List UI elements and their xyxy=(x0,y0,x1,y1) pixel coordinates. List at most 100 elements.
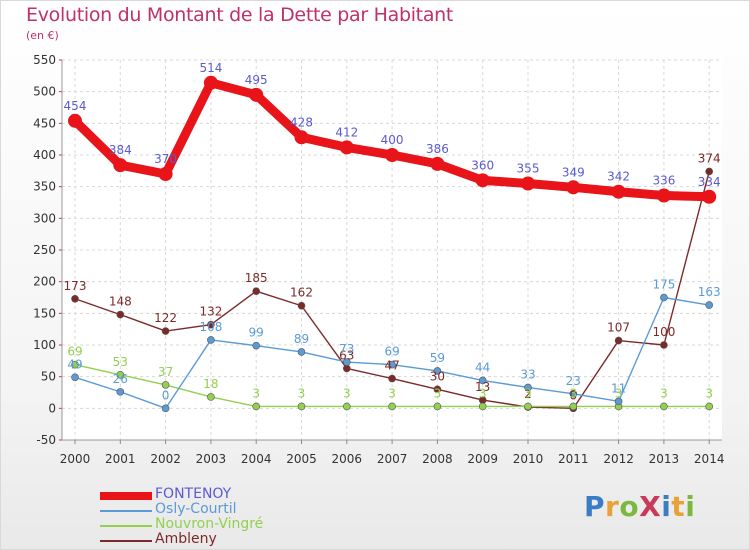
data-point xyxy=(297,402,306,411)
y-tick-label: 0 xyxy=(48,401,56,415)
data-point xyxy=(433,402,442,411)
data-point xyxy=(524,402,532,411)
y-tick-label: 250 xyxy=(33,243,56,257)
data-point xyxy=(207,320,215,329)
data-label: 3 xyxy=(660,386,668,400)
data-point xyxy=(252,341,261,350)
y-tick-label: 300 xyxy=(33,211,56,225)
data-point xyxy=(433,367,442,375)
data-label: 148 xyxy=(109,295,132,309)
data-label: 69 xyxy=(384,345,399,359)
data-label: 59 xyxy=(430,351,445,365)
data-label: 514 xyxy=(199,61,222,75)
legend-swatch xyxy=(100,540,152,542)
data-label: 349 xyxy=(562,165,585,179)
legend-label: Nouvron-Vingré xyxy=(155,516,264,532)
data-label: 3 xyxy=(615,386,623,400)
series-lines xyxy=(68,75,717,413)
data-label: 163 xyxy=(698,285,721,299)
data-point xyxy=(161,381,170,389)
data-point xyxy=(705,167,714,176)
data-label: 495 xyxy=(245,73,268,87)
logo-letter: P xyxy=(584,490,606,523)
data-point xyxy=(68,113,82,128)
y-tick-label: 50 xyxy=(41,370,56,384)
data-label: 412 xyxy=(335,125,358,139)
data-label: 100 xyxy=(652,325,675,339)
data-label: 69 xyxy=(67,345,82,359)
data-label: 108 xyxy=(199,320,222,334)
data-label: 44 xyxy=(475,360,490,374)
data-point xyxy=(71,360,79,369)
data-point xyxy=(116,370,125,379)
data-point xyxy=(705,301,714,309)
y-tick-label: 400 xyxy=(33,148,56,162)
x-tick-label: 2014 xyxy=(694,452,725,466)
data-point xyxy=(207,393,215,401)
legend-label: FONTENOY xyxy=(155,486,232,502)
chart-subtitle: (en €) xyxy=(26,29,59,42)
data-point xyxy=(297,348,306,356)
axes: -500501001502002503003504004505005502000… xyxy=(33,53,724,466)
x-tick-label: 2004 xyxy=(241,452,272,466)
x-tick-label: 2005 xyxy=(286,452,317,466)
x-tick-label: 2007 xyxy=(377,452,408,466)
data-point xyxy=(569,389,578,398)
data-point xyxy=(339,140,354,155)
data-label: 360 xyxy=(471,158,494,172)
data-label: 49 xyxy=(67,357,82,371)
legend-label: Osly-Courtil xyxy=(155,501,237,517)
data-label: 173 xyxy=(64,279,87,293)
data-label: 0 xyxy=(569,388,577,402)
data-label: 63 xyxy=(339,348,354,362)
data-point xyxy=(252,287,261,295)
data-point xyxy=(433,385,442,394)
x-tick-label: 2012 xyxy=(603,452,634,466)
x-tick-label: 2001 xyxy=(105,452,136,466)
data-label: 334 xyxy=(698,175,721,189)
y-tick-label: 350 xyxy=(33,180,56,194)
data-label: 89 xyxy=(294,332,309,346)
logo-letter: i xyxy=(661,490,672,523)
data-point xyxy=(614,397,623,406)
data-label: 132 xyxy=(199,305,222,319)
y-tick-label: 450 xyxy=(33,116,56,130)
data-point xyxy=(521,176,535,191)
data-label: 99 xyxy=(249,326,264,340)
y-tick-label: 150 xyxy=(33,306,56,320)
data-point xyxy=(388,402,396,411)
data-point xyxy=(161,327,170,335)
data-point xyxy=(611,184,626,199)
y-tick-label: -50 xyxy=(36,433,56,447)
logo-letter: r xyxy=(605,490,620,523)
data-point xyxy=(116,310,125,319)
data-label: 336 xyxy=(652,174,675,188)
data-label: 47 xyxy=(384,359,399,373)
data-label: 53 xyxy=(113,355,128,369)
data-label: 11 xyxy=(611,381,626,395)
data-point xyxy=(203,75,218,90)
data-label: 162 xyxy=(290,286,313,300)
data-point xyxy=(297,301,306,310)
data-point xyxy=(478,376,487,385)
data-point xyxy=(614,336,623,345)
data-label: 185 xyxy=(245,271,268,285)
x-tick-label: 2008 xyxy=(422,452,453,466)
data-point xyxy=(430,156,445,171)
y-tick-label: 200 xyxy=(33,275,56,289)
data-point xyxy=(524,383,532,392)
y-tick-label: 500 xyxy=(33,85,56,99)
data-point xyxy=(475,173,490,188)
data-label: 122 xyxy=(154,311,177,325)
data-point xyxy=(569,402,578,411)
data-point xyxy=(113,158,128,173)
data-point xyxy=(660,402,668,411)
data-point xyxy=(342,364,351,373)
x-tick-label: 2010 xyxy=(513,452,544,466)
legend-label: Ambleny xyxy=(155,531,217,547)
data-label: 2 xyxy=(524,387,532,401)
y-tick-label: 550 xyxy=(33,53,56,67)
proxiti-logo: ProXiti xyxy=(584,490,695,523)
